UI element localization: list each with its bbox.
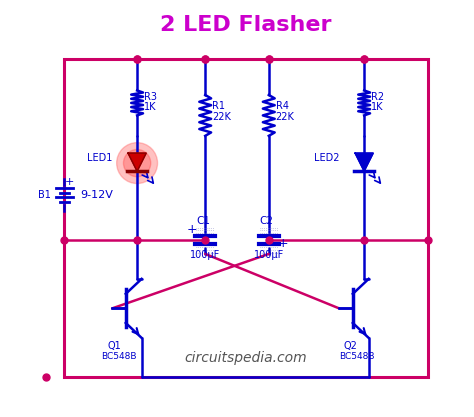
Text: B1: B1 [38, 190, 51, 200]
Text: R2: R2 [371, 91, 384, 101]
Text: 100μF: 100μF [190, 249, 220, 259]
Text: 2 LED Flasher: 2 LED Flasher [160, 15, 332, 35]
Text: 100μF: 100μF [254, 249, 284, 259]
Text: LED1: LED1 [87, 153, 112, 163]
Circle shape [117, 143, 157, 183]
Polygon shape [128, 153, 146, 171]
Circle shape [124, 149, 151, 177]
Text: C1: C1 [196, 216, 210, 226]
Text: R1: R1 [212, 100, 225, 111]
Text: Q1: Q1 [108, 341, 121, 351]
Text: R3: R3 [144, 91, 157, 101]
Text: R4: R4 [275, 100, 289, 111]
Text: 9-12V: 9-12V [81, 190, 113, 200]
Text: 22K: 22K [275, 112, 294, 122]
Text: BC548B: BC548B [339, 352, 374, 361]
Text: LED2: LED2 [314, 153, 339, 163]
Text: Q2: Q2 [344, 341, 357, 351]
Text: 1K: 1K [144, 101, 156, 111]
Text: BC548B: BC548B [101, 352, 137, 361]
Text: 22K: 22K [212, 112, 231, 122]
Polygon shape [355, 153, 373, 171]
Text: +: + [186, 224, 197, 236]
Text: C2: C2 [259, 216, 273, 226]
Text: 1K: 1K [371, 101, 383, 111]
Text: +: + [278, 237, 289, 250]
Text: circuitspedia.com: circuitspedia.com [185, 352, 308, 365]
Text: +: + [65, 177, 74, 187]
